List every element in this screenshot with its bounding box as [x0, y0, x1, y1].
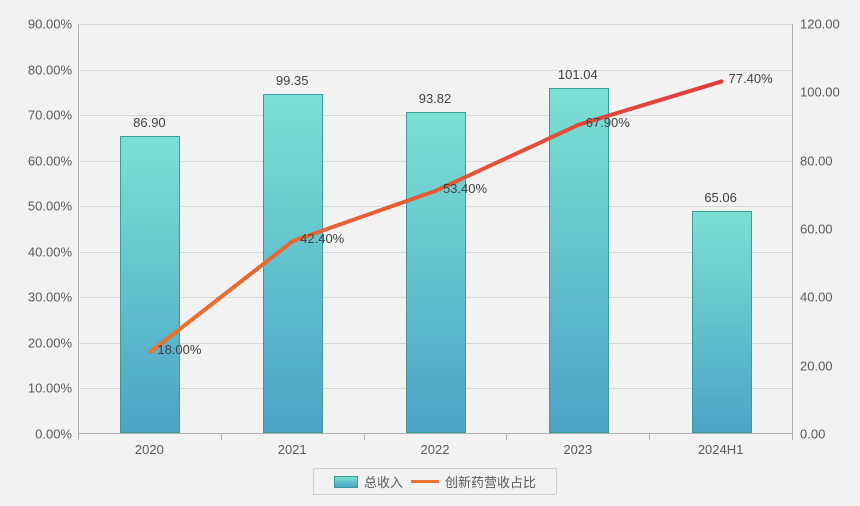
x-tick-label: 2022 — [421, 442, 450, 457]
y-right-tick-label: 20.00 — [800, 358, 860, 373]
y-left-tick-label: 80.00% — [12, 62, 72, 77]
x-tick-label: 2024H1 — [698, 442, 744, 457]
bar — [406, 112, 466, 433]
x-tick — [78, 434, 79, 440]
x-tick — [221, 434, 222, 440]
gridline — [79, 70, 792, 71]
y-left-tick-label: 60.00% — [12, 153, 72, 168]
legend-label-line: 创新药营收占比 — [445, 472, 536, 491]
y-right-tick-label: 80.00 — [800, 153, 860, 168]
bar — [692, 211, 752, 433]
y-right-tick-label: 100.00 — [800, 85, 860, 100]
x-tick — [792, 434, 793, 440]
bar — [549, 88, 609, 433]
bar-value-label: 101.04 — [558, 67, 598, 82]
y-left-tick-label: 40.00% — [12, 244, 72, 259]
x-tick — [364, 434, 365, 440]
legend-label-bar: 总收入 — [364, 472, 403, 491]
gridline — [79, 24, 792, 25]
line-value-label: 18.00% — [157, 342, 201, 357]
y-left-tick-label: 30.00% — [12, 290, 72, 305]
y-left-tick-label: 20.00% — [12, 335, 72, 350]
x-tick-label: 2021 — [278, 442, 307, 457]
legend-item-line: 创新药营收占比 — [411, 472, 536, 491]
x-tick — [506, 434, 507, 440]
x-tick-label: 2020 — [135, 442, 164, 457]
bar — [120, 136, 180, 433]
x-tick-label: 2023 — [563, 442, 592, 457]
legend-swatch-line — [411, 480, 439, 483]
y-right-tick-label: 120.00 — [800, 17, 860, 32]
y-right-tick-label: 40.00 — [800, 290, 860, 305]
y-left-tick-label: 90.00% — [12, 17, 72, 32]
y-left-tick-label: 10.00% — [12, 381, 72, 396]
x-tick — [649, 434, 650, 440]
bar-value-label: 93.82 — [419, 91, 452, 106]
chart-container: 总收入 创新药营收占比 0.00% 10.00% 20.00% 30.00% 40.00… — [0, 0, 860, 506]
y-left-tick-label: 50.00% — [12, 199, 72, 214]
plot-area — [78, 24, 792, 434]
bar-value-label: 99.35 — [276, 73, 309, 88]
y-right-tick-label: 60.00 — [800, 222, 860, 237]
line-value-label: 77.40% — [729, 71, 773, 86]
bar-value-label: 86.90 — [133, 115, 166, 130]
y-left-tick-label: 0.00% — [12, 427, 72, 442]
legend-item-bar: 总收入 — [334, 472, 403, 491]
line-value-label: 42.40% — [300, 231, 344, 246]
bar-value-label: 65.06 — [704, 190, 737, 205]
line-value-label: 53.40% — [443, 181, 487, 196]
y-left-tick-label: 70.00% — [12, 108, 72, 123]
line-value-label: 67.90% — [586, 115, 630, 130]
y-right-tick-label: 0.00 — [800, 427, 860, 442]
bar — [263, 94, 323, 433]
legend-swatch-bar — [334, 476, 358, 488]
legend: 总收入 创新药营收占比 — [313, 468, 557, 495]
